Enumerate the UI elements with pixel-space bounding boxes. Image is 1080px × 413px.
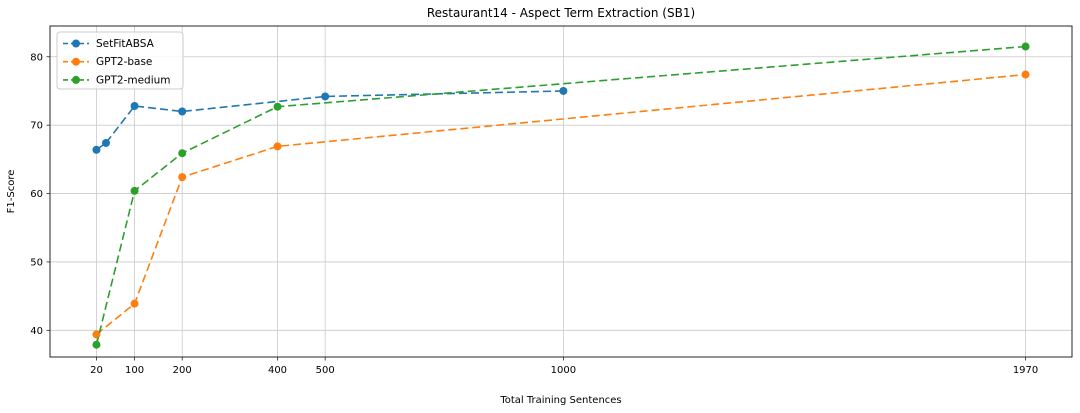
- legend: SetFitABSA GPT2-base GPT2-medium: [56, 31, 184, 90]
- legend-marker-SetFitABSA: [72, 39, 80, 48]
- x-tick-label-200: 200: [173, 365, 192, 376]
- y-tick-label-40: 40: [30, 326, 43, 337]
- x-axis-label: Total Training Sentences: [499, 395, 621, 406]
- axes-spines: [49, 25, 1073, 358]
- grid-layer: [50, 26, 1072, 357]
- series-line-GPT2-base: [95, 73, 1026, 336]
- x-tick-label-1970: 1970: [1013, 365, 1038, 376]
- point-SetFitABSA-1000: [559, 86, 568, 95]
- point-SetFitABSA-100: [130, 102, 139, 111]
- y-axis-label: F1-Score: [6, 170, 17, 214]
- series-layer: [92, 42, 1030, 349]
- point-SetFitABSA-200: [178, 107, 187, 116]
- legend-marker-GPT2-medium: [72, 75, 80, 84]
- point-GPT2-base-200: [178, 173, 187, 182]
- series-line-SetFitABSA: [95, 90, 564, 151]
- x-tick-label-400: 400: [268, 365, 287, 376]
- point-GPT2-medium-1970: [1021, 42, 1030, 51]
- x-tick-label-20: 20: [90, 365, 103, 376]
- point-SetFitABSA-40: [101, 138, 110, 147]
- legend-label-GPT2-base: GPT2-base: [96, 56, 152, 68]
- y-tick-label-50: 50: [30, 257, 43, 268]
- point-GPT2-medium-400: [273, 102, 282, 111]
- point-GPT2-base-400: [273, 142, 282, 151]
- point-GPT2-medium-20: [92, 340, 101, 349]
- x-tick-label-100: 100: [125, 365, 144, 376]
- x-tick-label-1000: 1000: [551, 365, 576, 376]
- y-tick-label-70: 70: [30, 121, 43, 132]
- point-GPT2-base-20: [92, 330, 101, 339]
- legend-label-SetFitABSA: SetFitABSA: [96, 38, 155, 50]
- plot-border: [49, 25, 1073, 358]
- legend-marker-GPT2-base: [72, 57, 80, 66]
- point-SetFitABSA-500: [321, 92, 330, 101]
- legend-box: [56, 31, 184, 90]
- y-tick-label-80: 80: [30, 52, 43, 63]
- y-tick-label-60: 60: [30, 189, 43, 200]
- point-GPT2-medium-200: [178, 149, 187, 158]
- point-GPT2-base-1970: [1021, 70, 1030, 79]
- legend-label-GPT2-medium: GPT2-medium: [96, 74, 171, 86]
- point-SetFitABSA-20: [92, 145, 101, 154]
- x-tick-label-500: 500: [316, 365, 335, 376]
- chart-title: Restaurant14 - Aspect Term Extraction (S…: [427, 6, 695, 20]
- point-GPT2-base-100: [130, 299, 139, 308]
- tick-layer: 20 100 200 400 500 1000 1970 40 50 60 70 80: [30, 52, 1038, 376]
- point-GPT2-medium-100: [130, 186, 139, 195]
